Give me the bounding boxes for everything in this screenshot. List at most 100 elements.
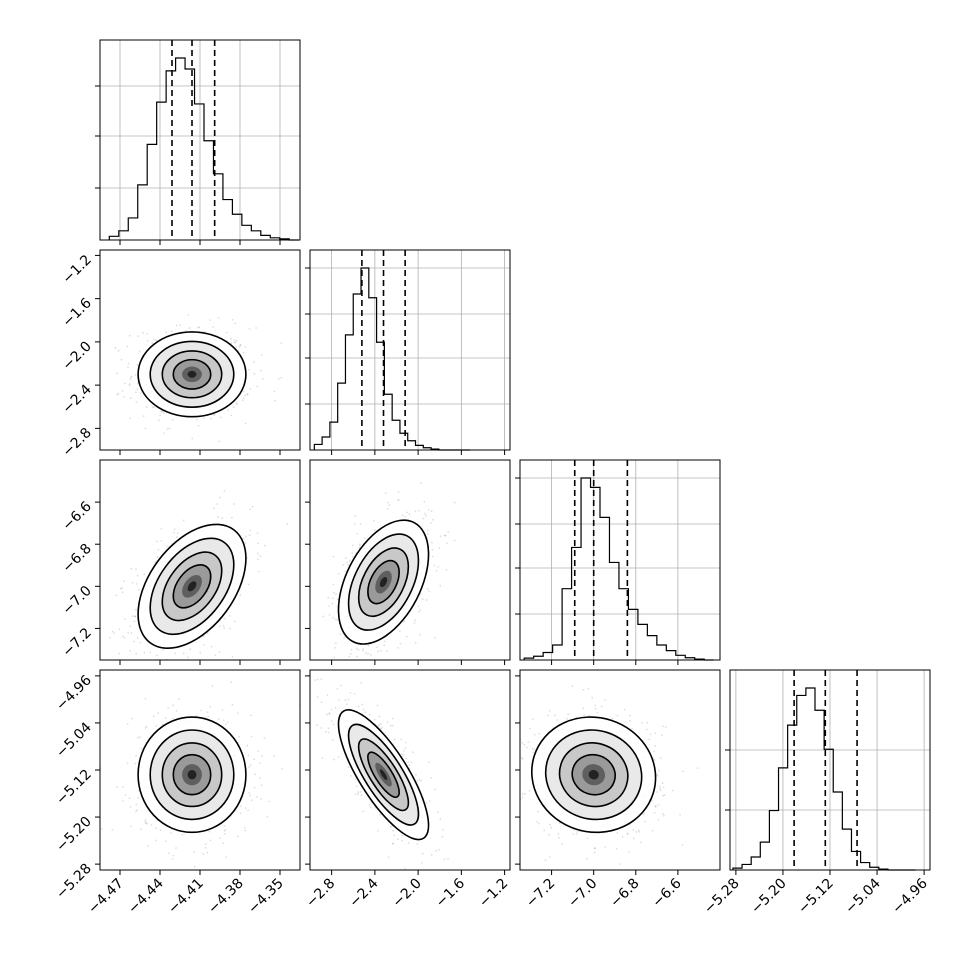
scatter-point [118, 652, 121, 655]
scatter-point [339, 684, 342, 687]
contour-line-1 [347, 723, 420, 826]
scatter-point [144, 427, 147, 430]
scatter-point [383, 640, 386, 643]
scatter-point [135, 608, 137, 611]
scatter-point [407, 842, 410, 844]
scatter-point [244, 394, 247, 397]
scatter-point [521, 793, 524, 796]
scatter-point [402, 749, 405, 752]
scatter-point [442, 829, 444, 831]
scatter-point [642, 813, 645, 816]
scatter-point [135, 401, 138, 403]
contour-line-2 [161, 350, 223, 399]
scatter-point [557, 833, 560, 835]
scatter-point [206, 851, 209, 854]
scatter-point [521, 796, 524, 799]
scatter-point [320, 701, 323, 704]
scatter-point [135, 754, 137, 757]
scatter-point [653, 759, 656, 761]
hist-frame-1 [309, 249, 511, 451]
scatter-point [155, 827, 158, 830]
scatter-point [136, 382, 139, 385]
scatter-point [213, 507, 216, 510]
scatter-point [378, 724, 381, 726]
pair-panel-2-1 [309, 459, 511, 682]
scatter-point [203, 644, 205, 646]
scatter-point [101, 828, 103, 830]
scatter-point [536, 820, 538, 823]
scatter-point [533, 733, 536, 736]
scatter-point [280, 376, 282, 379]
scatter-point [434, 788, 436, 791]
scatter-point [122, 635, 124, 638]
scatter-point [388, 504, 391, 507]
scatter-point [115, 594, 118, 597]
scatter-point [646, 721, 648, 724]
scatter-point [662, 786, 665, 789]
scatter-point [238, 345, 241, 348]
scatter-point [113, 632, 115, 635]
scatter-point [173, 528, 176, 531]
scatter-point [187, 656, 189, 659]
contour-line-3 [367, 751, 400, 799]
scatter-point [223, 825, 226, 827]
scatter-point [431, 541, 433, 544]
scatter-point [653, 811, 656, 814]
scatter-point [254, 773, 257, 776]
scatter-point [404, 515, 406, 518]
scatter-point [233, 503, 236, 505]
pair-panel-1-0 [99, 249, 301, 451]
scatter-point [441, 835, 444, 838]
scatter-point [248, 534, 251, 537]
scatter-point [124, 794, 127, 796]
scatter-point [256, 532, 259, 535]
scatter-point [331, 597, 334, 600]
scatter-point [352, 555, 354, 558]
scatter-point [187, 314, 190, 316]
scatter-point [248, 792, 251, 794]
scatter-point [160, 540, 163, 542]
scatter-point [182, 652, 185, 655]
scatter-point [392, 829, 394, 832]
scatter-point [638, 830, 641, 833]
scatter-point [353, 679, 355, 681]
scatter-point [258, 762, 261, 764]
scatter-point [121, 390, 124, 392]
scatter-point [430, 854, 433, 856]
scatter-point [421, 862, 423, 864]
scatter-point [176, 532, 179, 534]
scatter-point [369, 806, 372, 809]
scatter-point [335, 642, 337, 645]
scatter-point [356, 655, 358, 658]
scatter-point [604, 699, 607, 701]
scatter-point [439, 535, 442, 538]
contour-line-3 [571, 753, 616, 796]
scatter-point [654, 732, 657, 735]
scatter-point [198, 326, 201, 329]
scatter-point [135, 568, 137, 571]
xtick-label-1-2: −2.0 [390, 876, 425, 911]
scatter-point [499, 795, 501, 797]
scatter-point [364, 711, 367, 714]
scatter-point [131, 581, 134, 584]
scatter-point [238, 736, 241, 738]
scatter-point [354, 680, 356, 682]
scatter-point [446, 542, 448, 545]
scatter-point [228, 614, 231, 617]
scatter-point [249, 794, 251, 797]
scatter-point [410, 761, 413, 764]
scatter-point [336, 598, 339, 601]
scatter-point [596, 711, 599, 714]
scatter-point [157, 548, 160, 551]
scatter-point [244, 422, 247, 425]
scatter-point [661, 782, 664, 785]
scatter-point [316, 724, 318, 727]
ytick-label-2-3: −6.6 [59, 499, 94, 534]
scatter-point [381, 727, 383, 729]
scatter-point [594, 707, 597, 710]
scatter-point [401, 839, 403, 842]
scatter-point [556, 719, 559, 721]
scatter-point [616, 878, 618, 880]
pair-content-3-2 [499, 685, 699, 880]
